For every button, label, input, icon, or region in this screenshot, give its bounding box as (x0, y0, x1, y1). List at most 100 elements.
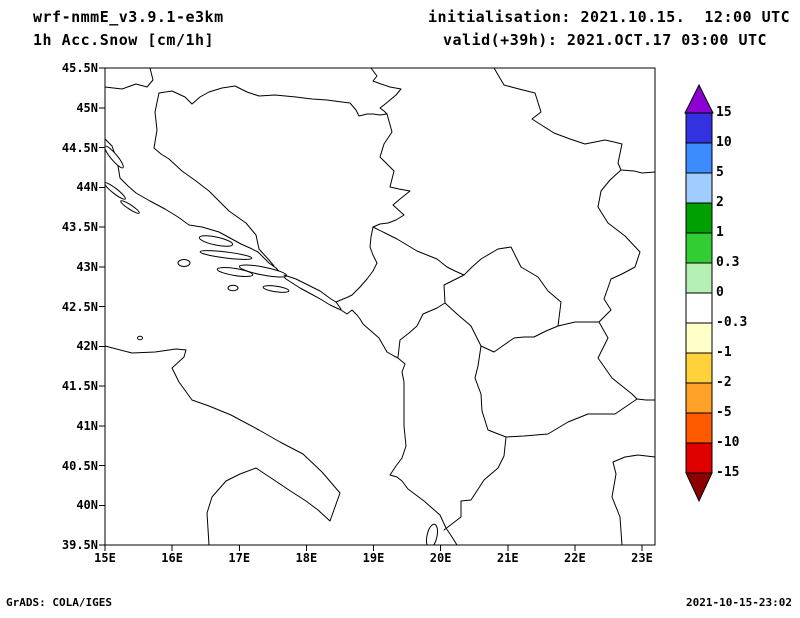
colorbar-level-label: -1 (716, 345, 732, 360)
lon-ticks (104, 545, 643, 551)
colorbar-level-label: 0.3 (716, 255, 740, 270)
border-serbia-bulgaria (597, 169, 641, 323)
border-croatia-serbia (370, 68, 402, 115)
border-croatia-bosnia-west (153, 92, 275, 267)
lat-tick-label: 41.5N (61, 379, 98, 393)
colorbar-cell (685, 352, 713, 384)
border-serbia-romania (493, 68, 655, 174)
colorbar-arrow-down (685, 472, 713, 503)
border-bosnia-north (158, 85, 388, 117)
border-macedonia-bulgaria (597, 321, 638, 400)
colorbar-level-label: -2 (716, 375, 732, 390)
lon-tick-label: 22E (564, 551, 586, 565)
colorbar-cell (685, 172, 713, 204)
colorbar-cell (685, 322, 713, 354)
coastline-italy (105, 345, 341, 545)
lat-tick-label: 39.5N (61, 538, 98, 552)
colorbar-arrow-up (684, 83, 714, 114)
border-bosnia-serbia (372, 113, 411, 228)
lat-tick-label: 45N (76, 100, 98, 115)
border-slovenia-croatia (105, 68, 154, 90)
coastline-east-adriatic (105, 138, 458, 545)
lon-tick-label: 18E (295, 551, 318, 565)
lat-tick-label: 45.5N (61, 61, 98, 75)
lon-tick-label: 19E (362, 551, 385, 565)
colorbar-level-label: 15 (716, 105, 732, 120)
colorbar-level-label: 5 (716, 165, 724, 180)
island (426, 523, 438, 545)
border-croatia-montenegro (335, 301, 342, 310)
colorbar-level-label: 0 (716, 285, 724, 300)
border-macedonia-greece (505, 398, 638, 438)
border-kosovo-macedonia (480, 325, 559, 353)
map-lines (105, 68, 655, 545)
colorbar-level-label: 2 (716, 195, 724, 210)
border-macedonia-albania (474, 345, 507, 438)
island (105, 182, 126, 200)
island (105, 145, 124, 169)
lat-tick-label: 43.5N (61, 220, 98, 234)
lat-tick-label: 42N (76, 339, 98, 354)
lon-tick-label: 21E (496, 551, 519, 565)
island (227, 284, 239, 292)
lat-ticks (99, 67, 105, 546)
lon-tick-label: 23E (631, 551, 653, 565)
colorbar-level-label: 1 (716, 225, 724, 240)
lat-tick-label: 40.5N (61, 458, 98, 473)
colorbar-cell (685, 142, 713, 174)
island (199, 250, 253, 260)
national-borders (105, 68, 655, 531)
colorbar-graphic (684, 83, 714, 503)
colorbar-cell (685, 442, 713, 474)
lon-tick-label: 16E (161, 551, 183, 565)
border-kosovo-albania (444, 302, 482, 347)
lat-tick-label: 40N (76, 498, 98, 513)
axis-frame-group (99, 67, 656, 551)
colorbar (683, 83, 715, 503)
island (137, 335, 143, 341)
colorbar-level-label: -10 (716, 435, 740, 450)
colorbar-cell (685, 262, 713, 294)
island (262, 285, 290, 293)
border-albania-montenegro (397, 302, 446, 358)
grads-credit: GrADS: COLA/IGES (6, 596, 112, 609)
render-timestamp: 2021-10-15-23:02 (686, 596, 792, 609)
island (120, 200, 140, 214)
init-time-label: initialisation: 2021.10.15. 12:00 UTC (428, 8, 791, 26)
lon-tick-label: 15E (94, 551, 116, 565)
lat-tick-label: 42.5N (61, 299, 98, 314)
lat-tick-label: 44.5N (61, 140, 98, 155)
colorbar-level-label: 10 (716, 135, 732, 150)
lat-tick-label: 41N (76, 418, 98, 433)
colorbar-level-label: -5 (716, 405, 732, 420)
valid-time-label: valid(+39h): 2021.OCT.17 03:00 UTC (443, 31, 768, 49)
island (177, 259, 191, 267)
colorbar-level-label: -0.3 (716, 315, 748, 330)
border-montenegro-serbia (372, 226, 465, 276)
model-title: wrf-nmmE_v3.9.1-e3km (33, 8, 224, 26)
border-albania-greece (443, 436, 507, 531)
lon-tick-label: 20E (429, 551, 452, 565)
coastline-thermaic-gulf (611, 454, 655, 545)
colorbar-cell (685, 382, 713, 414)
lat-tick-label: 44N (76, 180, 98, 195)
colorbar-cell (685, 412, 713, 444)
lon-tick-label: 17E (228, 551, 251, 565)
colorbar-cell (685, 232, 713, 264)
colorbar-level-label: -15 (716, 465, 740, 480)
colorbar-cell (685, 112, 713, 144)
lat-tick-label: 43N (76, 259, 98, 274)
island (198, 235, 234, 247)
border-croatia-bosnia-south (283, 274, 337, 303)
colorbar-cell (685, 292, 713, 324)
island (216, 267, 254, 277)
border-kosovo-montenegro (443, 274, 465, 304)
border-kosovo-serbia (463, 246, 562, 327)
border-macedonia-serbia (557, 321, 600, 327)
adriatic-islands (105, 145, 438, 545)
field-title: 1h Acc.Snow [cm/1h] (33, 31, 215, 49)
colorbar-cell (685, 202, 713, 234)
border-greece-bulgaria (636, 398, 655, 401)
border-bosnia-montenegro (335, 226, 378, 303)
